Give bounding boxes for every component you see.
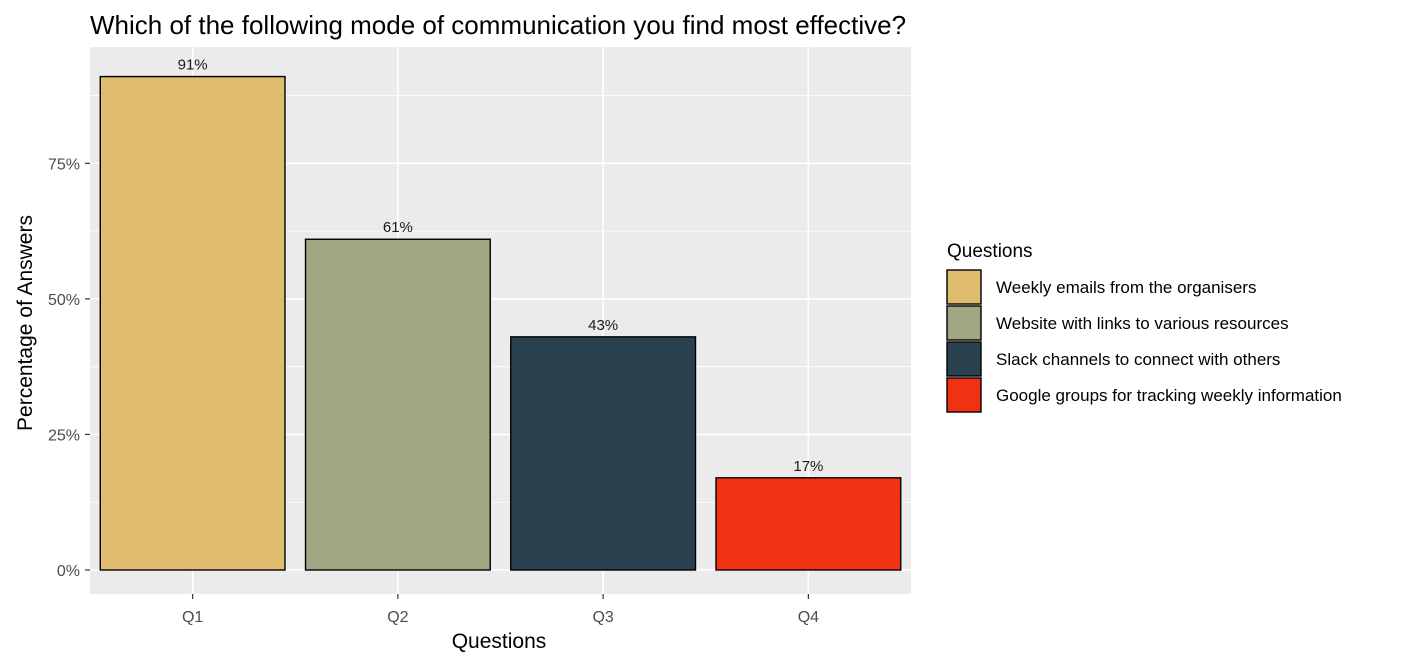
- data-label-q3: 43%: [588, 317, 618, 334]
- bars: [99, 75, 902, 571]
- y-axis-title: Percentage of Answers: [14, 215, 37, 431]
- x-tick-label: Q4: [798, 609, 819, 626]
- legend-label: Website with links to various resources: [996, 314, 1289, 333]
- data-label-q4: 17%: [793, 458, 823, 475]
- legend-title: Questions: [947, 241, 1033, 262]
- legend-label: Slack channels to connect with others: [996, 350, 1280, 369]
- y-tick-label: 75%: [48, 156, 80, 173]
- legend: Questions Weekly emails from the organis…: [946, 241, 1342, 413]
- bar-q2: [304, 238, 491, 571]
- data-label-q2: 61%: [383, 219, 413, 236]
- x-tick-label: Q3: [592, 609, 613, 626]
- legend-label: Weekly emails from the organisers: [996, 278, 1256, 297]
- x-axis: Q1 Q2 Q3 Q4: [182, 594, 819, 626]
- y-tick-label: 0%: [57, 563, 80, 580]
- data-labels: 91% 61% 43% 17%: [178, 57, 824, 475]
- legend-key: [946, 269, 982, 305]
- bar-q3: [510, 336, 697, 571]
- chart-title: Which of the following mode of communica…: [90, 10, 906, 40]
- bar-q4: [715, 477, 902, 571]
- legend-label: Google groups for tracking weekly inform…: [996, 386, 1342, 405]
- y-tick-label: 50%: [48, 292, 80, 309]
- bar-q1: [99, 75, 286, 571]
- x-tick-label: Q2: [387, 609, 408, 626]
- legend-key: [946, 341, 982, 377]
- y-tick-label: 25%: [48, 427, 80, 444]
- data-label-q1: 91%: [178, 57, 208, 74]
- x-tick-label: Q1: [182, 609, 203, 626]
- legend-key: [946, 305, 982, 341]
- legend-key: [946, 377, 982, 413]
- y-axis: 0% 25% 50% 75%: [48, 156, 90, 580]
- x-axis-title: Questions: [452, 630, 547, 653]
